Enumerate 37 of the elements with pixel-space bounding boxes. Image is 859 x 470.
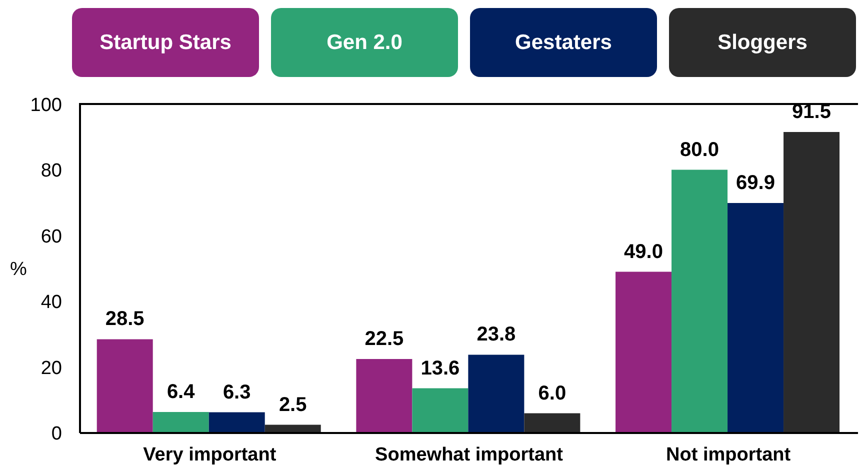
y-tick-label: 100 <box>30 94 62 116</box>
data-label: 13.6 <box>420 357 460 380</box>
bar <box>356 358 412 433</box>
data-label: 6.3 <box>222 381 251 404</box>
data-label: 28.5 <box>105 308 144 330</box>
x-tick-label: Not important <box>666 444 792 466</box>
bar <box>208 412 265 433</box>
text: Gestaters <box>515 30 612 54</box>
text: Startup Stars <box>100 30 232 54</box>
bar <box>524 413 580 433</box>
data-label: 69.9 <box>736 172 775 194</box>
y-tick-label: 40 <box>40 292 62 314</box>
x-tick-label: Very important <box>143 444 277 466</box>
bar <box>728 203 784 433</box>
data-label: 49.0 <box>624 240 663 263</box>
y-axis-title: % <box>10 259 27 280</box>
bar <box>96 339 153 433</box>
y-tick-label: 20 <box>40 358 62 379</box>
data-label: 91.5 <box>792 100 831 123</box>
data-label: 23.8 <box>476 324 516 346</box>
bar <box>616 272 672 433</box>
data-label: 80.0 <box>680 138 719 161</box>
bar <box>468 354 524 433</box>
bar <box>152 412 209 433</box>
text: Gen 2.0 <box>326 30 402 54</box>
bar <box>784 132 840 433</box>
data-label: 22.5 <box>364 328 404 350</box>
y-tick-label: 60 <box>40 226 62 248</box>
y-tick-label: 0 <box>51 424 62 445</box>
data-label: 6.0 <box>538 382 566 404</box>
y-tick-label: 80 <box>40 160 62 182</box>
bar <box>412 388 468 433</box>
data-label: 2.5 <box>278 394 307 416</box>
x-tick-label: Somewhat important <box>375 444 564 466</box>
bar <box>672 170 728 433</box>
text: Sloggers <box>718 30 808 54</box>
data-label: 6.4 <box>166 380 196 403</box>
